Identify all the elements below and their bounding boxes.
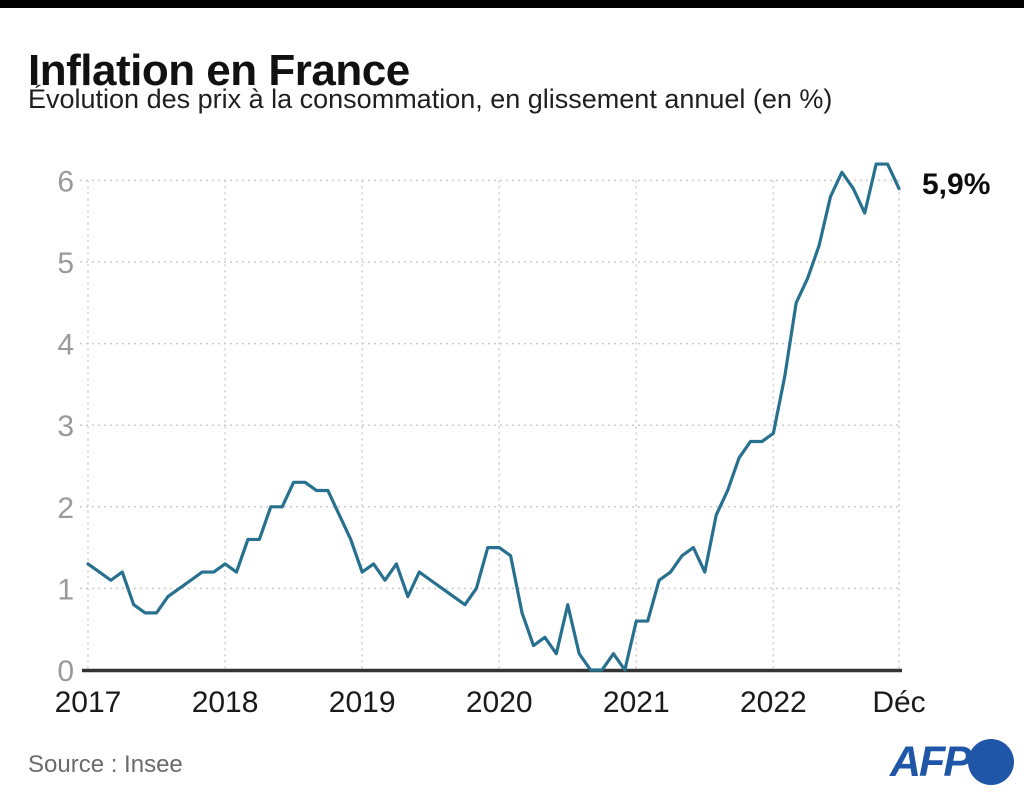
y-tick-label: 5: [57, 247, 74, 280]
inflation-line: [86, 162, 901, 672]
afp-logo: AFP: [890, 739, 1014, 785]
x-tick-label: 2019: [329, 686, 396, 719]
x-tick-label: 2022: [740, 686, 807, 719]
y-tick-label: 2: [57, 492, 74, 525]
y-tick-label: 0: [57, 655, 74, 688]
afp-logo-circle-icon: [968, 739, 1014, 785]
y-tick-label: 6: [57, 165, 74, 198]
latest-value-label: 5,9%: [922, 168, 991, 201]
x-tick-label: Déc: [872, 686, 925, 719]
source-note: Source : Insee: [28, 751, 183, 778]
x-tick-label: 2018: [192, 686, 259, 719]
page-title: Inflation en France: [28, 46, 410, 96]
x-tick-label: 2020: [466, 686, 533, 719]
chart-subtitle: Évolution des prix à la consommation, en…: [28, 84, 833, 114]
x-tick-label: 2021: [603, 686, 670, 719]
y-tick-label: 1: [57, 573, 74, 606]
top-bar: [0, 0, 1024, 8]
y-tick-label: 4: [57, 329, 74, 362]
afp-logo-text: AFP: [890, 737, 972, 786]
x-tick-label: 2017: [55, 686, 122, 719]
y-tick-label: 3: [57, 410, 74, 443]
